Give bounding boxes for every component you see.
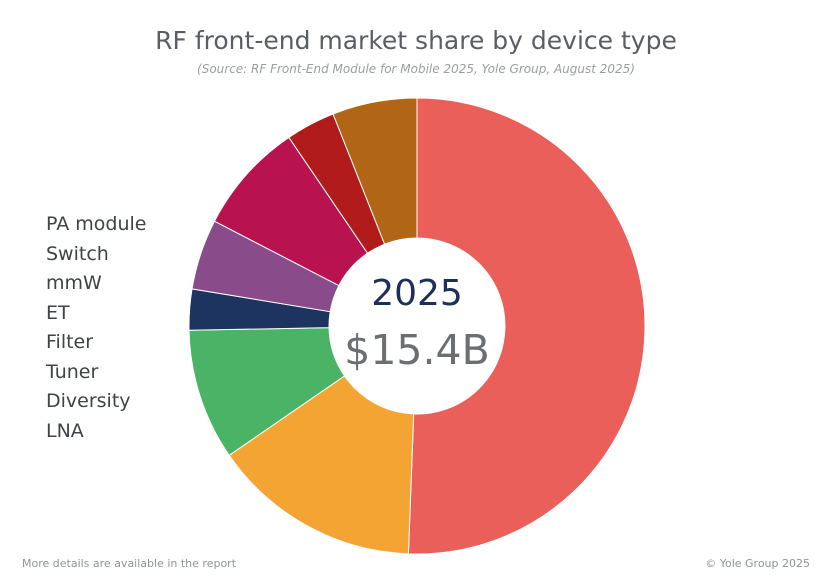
legend-item-mmw: mmW [46,272,102,294]
legend-item-et: ET [46,301,70,324]
footer-note: More details are available in the report [22,557,237,570]
legend-item-tuner: Tuner [46,360,99,383]
legend-item-pa-module: PA module [46,213,147,235]
legend-item-switch: Switch [46,242,109,265]
chart-title: RF front-end market share by device type [155,26,677,55]
center-total-value: $15.4B [344,326,490,374]
slice-switch [228,375,415,555]
slice-diversity [332,97,418,245]
chart-subtitle: (Source: RF Front-End Module for Mobile … [197,62,635,76]
legend: PA module Switch mmW ET Filter Tuner Div… [46,210,146,446]
copyright: © Yole Group 2025 [705,557,810,570]
legend-item-filter: Filter [46,331,94,353]
center-year-label: 2025 [371,273,463,314]
legend-item-diversity: Diversity [46,390,131,412]
slice-filter [407,97,646,555]
legend-item-lna: LNA [46,419,84,442]
